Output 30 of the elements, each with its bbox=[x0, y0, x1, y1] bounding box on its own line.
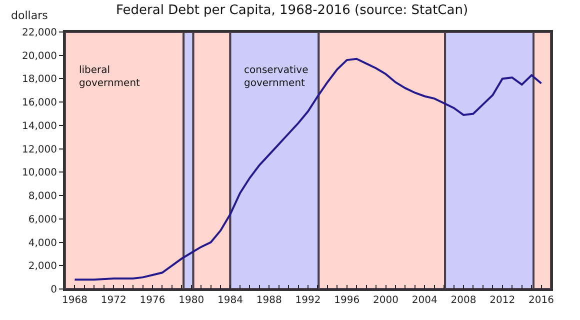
y-tick-label: 6,000 bbox=[28, 214, 57, 226]
y-tick-label: 14,000 bbox=[22, 120, 57, 132]
y-tick-label: 18,000 bbox=[22, 74, 57, 86]
x-tick-label: 1984 bbox=[218, 295, 243, 306]
y-tick-label: 10,000 bbox=[22, 168, 57, 179]
line-series bbox=[74, 58, 542, 281]
x-tick-label: 2016 bbox=[528, 295, 554, 306]
x-tick-label: 1992 bbox=[295, 295, 321, 306]
x-tick-label: 1968 bbox=[62, 295, 88, 306]
y-tick-label: 20,000 bbox=[22, 50, 57, 62]
y-tick-label: 16,000 bbox=[22, 98, 57, 109]
x-tick-label: 1972 bbox=[100, 295, 126, 306]
x-tick-label: 1988 bbox=[256, 295, 282, 306]
x-tick-label: 2000 bbox=[373, 295, 398, 306]
band-label: conservative government bbox=[244, 65, 308, 89]
x-tick-label: 1980 bbox=[178, 295, 204, 306]
y-tick-label: 0 bbox=[50, 284, 57, 296]
x-tick-label: 1976 bbox=[140, 295, 166, 306]
band-label: liberal government bbox=[79, 65, 140, 89]
y-tick-label: 12,000 bbox=[22, 144, 57, 156]
y-tick-label: 22,000 bbox=[22, 28, 57, 38]
x-tick-label: 2012 bbox=[490, 295, 516, 306]
chart-title: Federal Debt per Capita, 1968-2016 (source: StatCan) bbox=[116, 2, 468, 18]
y-tick-label: 8,000 bbox=[28, 191, 57, 202]
x-tick-label: 2004 bbox=[412, 295, 438, 306]
y-tick-label: 2,000 bbox=[28, 261, 57, 272]
x-tick-label: 2008 bbox=[450, 295, 476, 306]
y-axis-title: dollars bbox=[11, 9, 48, 22]
y-tick-label: 4,000 bbox=[28, 238, 57, 249]
x-tick-label: 1996 bbox=[334, 295, 360, 306]
